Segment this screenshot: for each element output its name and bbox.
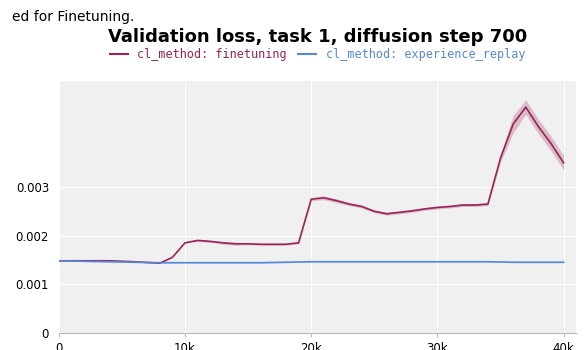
- cl_method: experience_replay: (2e+03, 0.00147): experience_replay: (2e+03, 0.00147): [81, 259, 88, 263]
- Line: cl_method: experience_replay: cl_method: experience_replay: [59, 261, 564, 263]
- cl_method: finetuning: (3.2e+04, 0.00263): finetuning: (3.2e+04, 0.00263): [459, 203, 466, 207]
- cl_method: finetuning: (2e+04, 0.00275): finetuning: (2e+04, 0.00275): [308, 197, 315, 201]
- cl_method: finetuning: (1.6e+04, 0.00182): finetuning: (1.6e+04, 0.00182): [257, 242, 264, 246]
- cl_method: finetuning: (1e+04, 0.00185): finetuning: (1e+04, 0.00185): [182, 241, 189, 245]
- Line: cl_method: finetuning: cl_method: finetuning: [59, 107, 564, 263]
- cl_method: finetuning: (3.1e+04, 0.0026): finetuning: (3.1e+04, 0.0026): [446, 204, 453, 209]
- cl_method: finetuning: (2.5e+04, 0.0025): finetuning: (2.5e+04, 0.0025): [371, 209, 378, 214]
- cl_method: finetuning: (1.1e+04, 0.0019): finetuning: (1.1e+04, 0.0019): [194, 238, 201, 243]
- cl_method: finetuning: (1.5e+04, 0.00183): finetuning: (1.5e+04, 0.00183): [245, 242, 252, 246]
- cl_method: finetuning: (1.2e+04, 0.00188): finetuning: (1.2e+04, 0.00188): [207, 239, 214, 244]
- cl_method: finetuning: (2.3e+04, 0.00265): finetuning: (2.3e+04, 0.00265): [346, 202, 353, 206]
- cl_method: finetuning: (9e+03, 0.00155): finetuning: (9e+03, 0.00155): [169, 255, 176, 259]
- cl_method: experience_replay: (1e+04, 0.00144): experience_replay: (1e+04, 0.00144): [182, 261, 189, 265]
- cl_method: finetuning: (3.6e+04, 0.0043): finetuning: (3.6e+04, 0.0043): [510, 122, 517, 126]
- cl_method: experience_replay: (2.4e+04, 0.00146): experience_replay: (2.4e+04, 0.00146): [358, 260, 365, 264]
- cl_method: experience_replay: (2e+04, 0.00146): experience_replay: (2e+04, 0.00146): [308, 260, 315, 264]
- cl_method: finetuning: (6e+03, 0.00146): finetuning: (6e+03, 0.00146): [131, 260, 138, 264]
- cl_method: experience_replay: (1.4e+04, 0.00144): experience_replay: (1.4e+04, 0.00144): [232, 261, 239, 265]
- cl_method: experience_replay: (3e+04, 0.00146): experience_replay: (3e+04, 0.00146): [434, 260, 441, 264]
- cl_method: finetuning: (3.9e+04, 0.0039): finetuning: (3.9e+04, 0.0039): [547, 141, 554, 146]
- cl_method: finetuning: (4e+04, 0.0035): finetuning: (4e+04, 0.0035): [560, 161, 567, 165]
- cl_method: experience_replay: (2.8e+04, 0.00146): experience_replay: (2.8e+04, 0.00146): [409, 260, 416, 264]
- cl_method: finetuning: (3.4e+04, 0.00265): finetuning: (3.4e+04, 0.00265): [485, 202, 492, 206]
- cl_method: finetuning: (1.3e+04, 0.00185): finetuning: (1.3e+04, 0.00185): [219, 241, 226, 245]
- cl_method: finetuning: (2.1e+04, 0.00278): finetuning: (2.1e+04, 0.00278): [320, 196, 328, 200]
- cl_method: finetuning: (3.3e+04, 0.00263): finetuning: (3.3e+04, 0.00263): [472, 203, 479, 207]
- cl_method: finetuning: (1.9e+04, 0.00185): finetuning: (1.9e+04, 0.00185): [295, 241, 302, 245]
- cl_method: experience_replay: (3.8e+04, 0.00145): experience_replay: (3.8e+04, 0.00145): [535, 260, 542, 264]
- cl_method: experience_replay: (1.8e+04, 0.00145): experience_replay: (1.8e+04, 0.00145): [282, 260, 289, 264]
- cl_method: finetuning: (1.4e+04, 0.00183): finetuning: (1.4e+04, 0.00183): [232, 242, 239, 246]
- cl_method: finetuning: (3.5e+04, 0.0036): finetuning: (3.5e+04, 0.0036): [497, 156, 504, 160]
- cl_method: finetuning: (2.6e+04, 0.00245): finetuning: (2.6e+04, 0.00245): [383, 212, 390, 216]
- cl_method: experience_replay: (3.6e+04, 0.00145): experience_replay: (3.6e+04, 0.00145): [510, 260, 517, 264]
- cl_method: experience_replay: (0, 0.00148): experience_replay: (0, 0.00148): [55, 259, 62, 263]
- cl_method: finetuning: (2.9e+04, 0.00255): finetuning: (2.9e+04, 0.00255): [421, 207, 428, 211]
- cl_method: finetuning: (3e+04, 0.00258): finetuning: (3e+04, 0.00258): [434, 205, 441, 210]
- Title: Validation loss, task 1, diffusion step 700: Validation loss, task 1, diffusion step …: [108, 28, 527, 46]
- cl_method: finetuning: (8e+03, 0.00143): finetuning: (8e+03, 0.00143): [156, 261, 163, 265]
- cl_method: experience_replay: (1.6e+04, 0.00144): experience_replay: (1.6e+04, 0.00144): [257, 261, 264, 265]
- cl_method: finetuning: (1.7e+04, 0.00182): finetuning: (1.7e+04, 0.00182): [270, 242, 277, 246]
- Text: ed for Finetuning.: ed for Finetuning.: [12, 10, 134, 25]
- cl_method: finetuning: (2.2e+04, 0.00272): finetuning: (2.2e+04, 0.00272): [333, 198, 340, 203]
- cl_method: finetuning: (3.8e+04, 0.00425): finetuning: (3.8e+04, 0.00425): [535, 125, 542, 129]
- cl_method: experience_replay: (2.2e+04, 0.00146): experience_replay: (2.2e+04, 0.00146): [333, 260, 340, 264]
- cl_method: finetuning: (0, 0.00148): finetuning: (0, 0.00148): [55, 259, 62, 263]
- cl_method: experience_replay: (1.2e+04, 0.00144): experience_replay: (1.2e+04, 0.00144): [207, 261, 214, 265]
- cl_method: finetuning: (4e+03, 0.00148): finetuning: (4e+03, 0.00148): [106, 259, 113, 263]
- cl_method: experience_replay: (2.6e+04, 0.00146): experience_replay: (2.6e+04, 0.00146): [383, 260, 390, 264]
- cl_method: finetuning: (1.8e+04, 0.00182): finetuning: (1.8e+04, 0.00182): [282, 242, 289, 246]
- cl_method: experience_replay: (3.2e+04, 0.00146): experience_replay: (3.2e+04, 0.00146): [459, 260, 466, 264]
- cl_method: experience_replay: (4e+04, 0.00145): experience_replay: (4e+04, 0.00145): [560, 260, 567, 264]
- cl_method: finetuning: (2.4e+04, 0.0026): finetuning: (2.4e+04, 0.0026): [358, 204, 365, 209]
- cl_method: experience_replay: (4e+03, 0.00146): experience_replay: (4e+03, 0.00146): [106, 260, 113, 264]
- cl_method: finetuning: (2e+03, 0.00148): finetuning: (2e+03, 0.00148): [81, 259, 88, 263]
- cl_method: finetuning: (2.7e+04, 0.00248): finetuning: (2.7e+04, 0.00248): [396, 210, 403, 215]
- cl_method: experience_replay: (8e+03, 0.00144): experience_replay: (8e+03, 0.00144): [156, 261, 163, 265]
- Legend: cl_method: finetuning, cl_method: experience_replay: cl_method: finetuning, cl_method: experi…: [105, 43, 530, 66]
- cl_method: experience_replay: (3.4e+04, 0.00146): experience_replay: (3.4e+04, 0.00146): [485, 260, 492, 264]
- cl_method: experience_replay: (6e+03, 0.00145): experience_replay: (6e+03, 0.00145): [131, 260, 138, 264]
- cl_method: finetuning: (2.8e+04, 0.00251): finetuning: (2.8e+04, 0.00251): [409, 209, 416, 213]
- cl_method: finetuning: (3.7e+04, 0.00465): finetuning: (3.7e+04, 0.00465): [522, 105, 529, 109]
